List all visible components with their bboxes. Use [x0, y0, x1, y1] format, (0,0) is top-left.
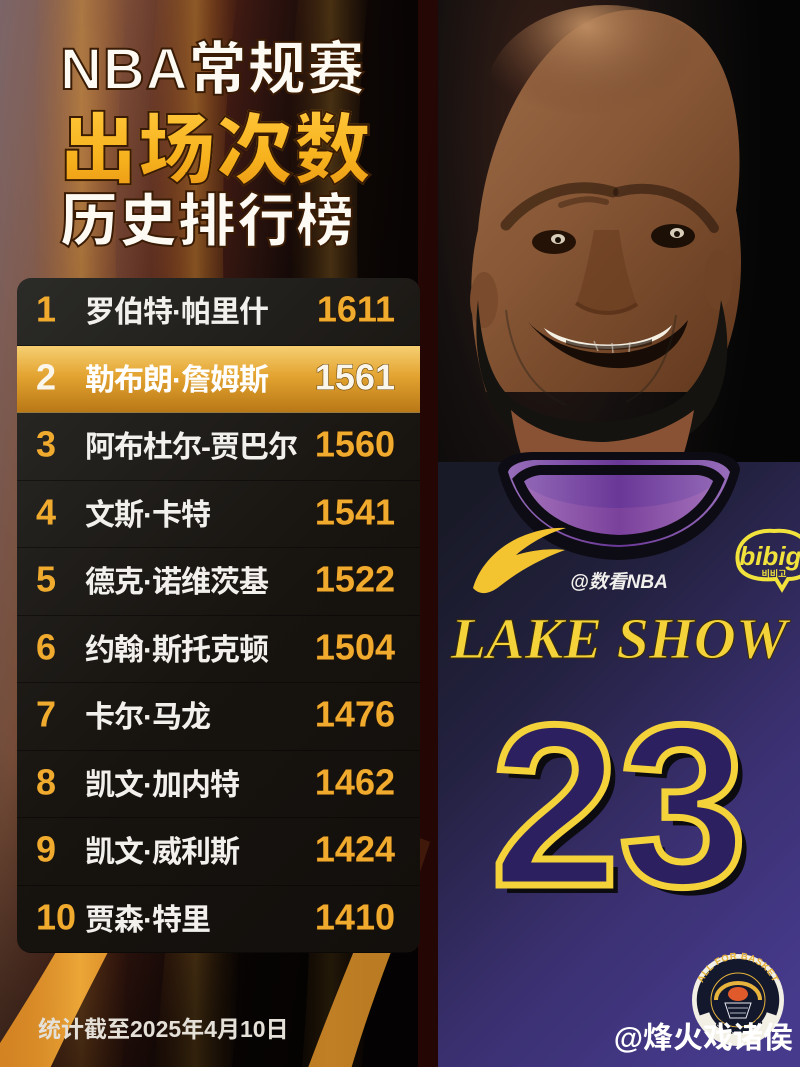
svg-text:bibigi: bibigi	[739, 541, 800, 571]
svg-text:@烽火戏诸侯: @烽火戏诸侯	[614, 1022, 793, 1055]
svg-text:@数看NBA: @数看NBA	[570, 571, 668, 593]
svg-text:23: 23	[491, 677, 747, 934]
svg-text:LAKE SHOW: LAKE SHOW	[450, 606, 791, 671]
svg-text:비비고: 비비고	[762, 568, 787, 579]
